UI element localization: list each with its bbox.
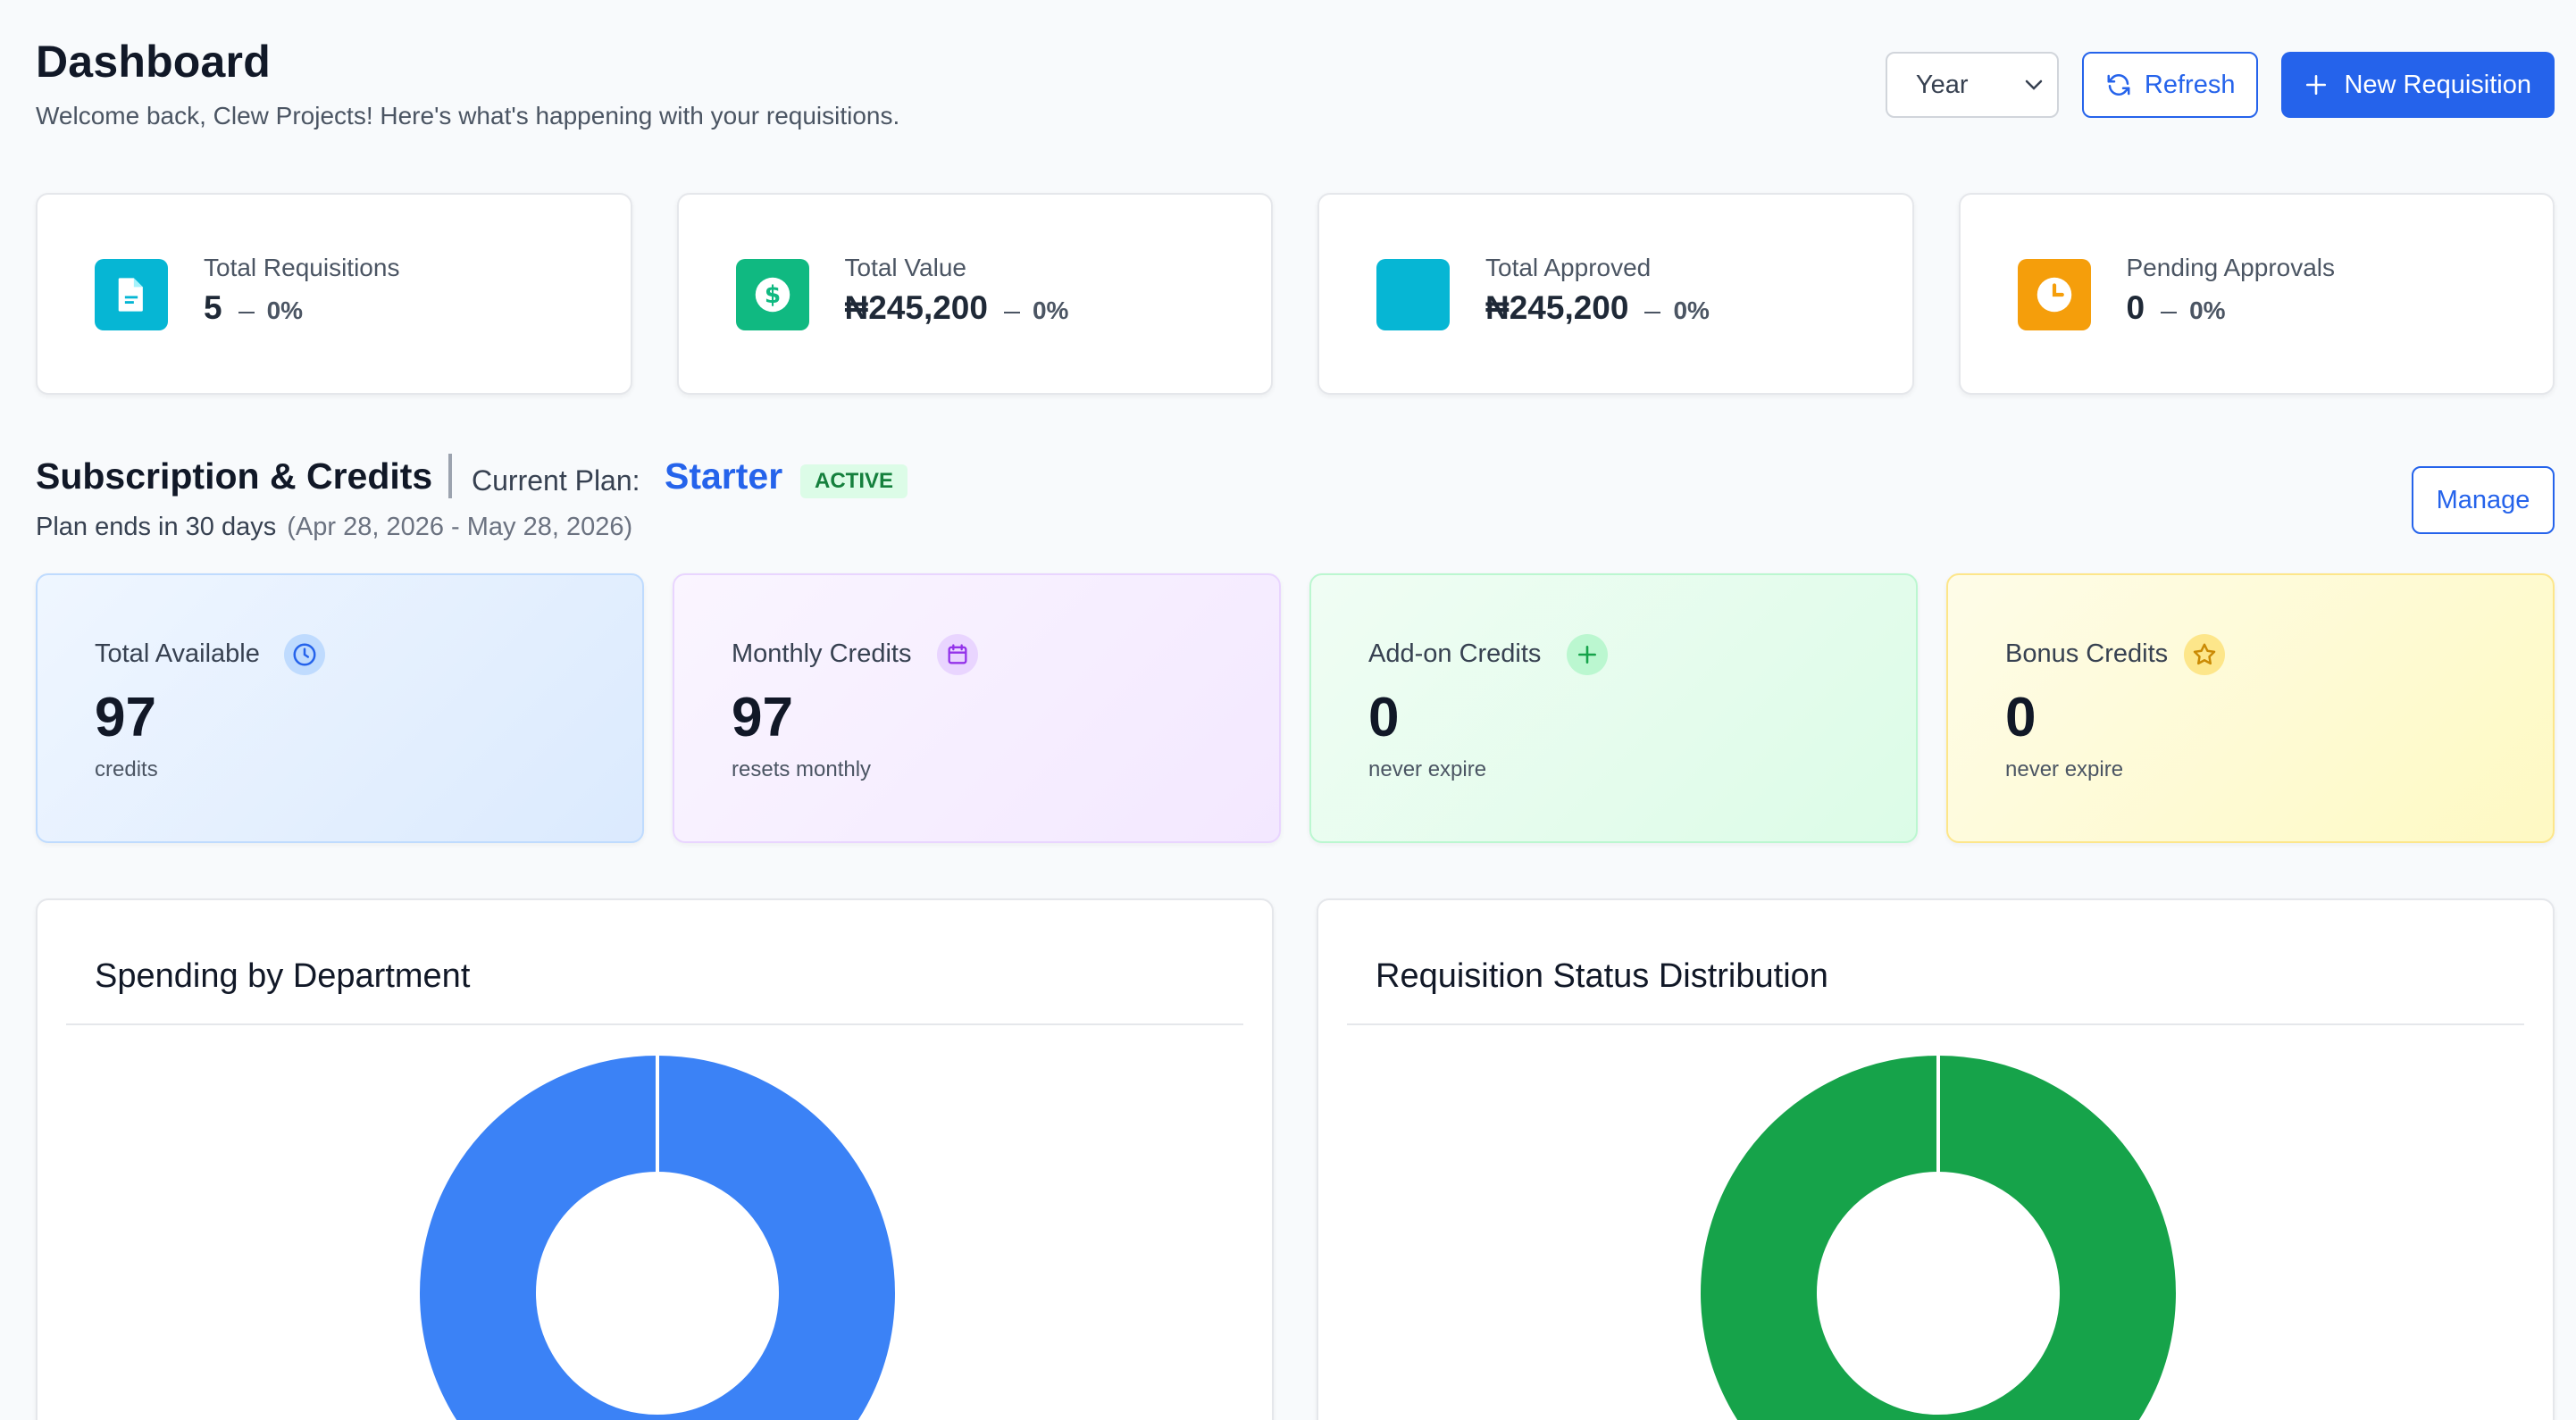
new-requisition-button[interactable]: New Requisition [2281,52,2555,118]
status-badge: ACTIVE [800,464,908,498]
plan-ends: Plan ends in 30 days (Apr 28, 2026 - May … [36,513,632,542]
stat-change: 0% [238,297,303,325]
spending-chart-card: Spending by Department [36,898,1274,1420]
credit-note: never expire [2005,757,2124,781]
stat-value: ₦245,200 [844,289,988,326]
period-select[interactable]: Year [1885,52,2059,118]
divider [1347,1023,2524,1025]
stat-label: Total Requisitions [204,254,400,281]
refresh-label: Refresh [2144,70,2236,99]
document-icon [95,259,168,330]
page-subtitle: Welcome back, Clew Projects! Here's what… [36,102,900,129]
credit-card-bonus: Bonus Credits 0 never expire [1946,573,2555,843]
credit-value: 97 [732,687,793,748]
plus-icon [1567,634,1608,675]
stat-label: Pending Approvals [2126,254,2336,281]
stat-value: 5 [204,289,222,326]
stat-card-pending-approvals: Pending Approvals 0 0% [1958,193,2555,395]
stats-row: Total Requisitions 5 0% $ Total Value ₦2… [36,193,2555,395]
credit-note: resets monthly [732,757,872,781]
donut-chart [1701,1054,2176,1420]
stat-change: 0% [1644,297,1710,325]
plan-label: Current Plan: [472,464,640,497]
credits-row: Total Available 97 credits Monthly Credi… [36,573,2555,843]
header-actions: Year Refresh New Requisition [1885,52,2555,118]
credit-card-monthly: Monthly Credits 97 resets monthly [673,573,1281,843]
chart-title: Spending by Department [95,957,471,995]
svg-text:$: $ [764,282,780,309]
stat-change: 0% [2161,297,2226,325]
credit-note: never expire [1368,757,1487,781]
pie-slice[interactable] [420,1056,895,1420]
approved-icon [1376,259,1450,330]
manage-button[interactable]: Manage [2412,466,2555,534]
stat-label: Total Value [844,254,966,281]
credit-value: 0 [1368,687,1400,748]
page-title: Dashboard [36,37,271,87]
stat-card-total-value: $ Total Value ₦245,200 0% [676,193,1273,395]
refresh-button[interactable]: Refresh [2081,52,2259,118]
clock-icon [284,634,325,675]
status-chart-card: Requisition Status Distribution [1317,898,2555,1420]
stat-card-total-requisitions: Total Requisitions 5 0% [36,193,632,395]
credit-value: 0 [2005,687,2037,748]
plan-name: Starter [665,455,783,497]
plus-icon [2304,73,2328,96]
stat-change: 0% [1003,297,1068,325]
stat-label: Total Approved [1485,254,1652,281]
star-icon [2184,634,2225,675]
credit-label: Add-on Credits [1368,639,1542,668]
calendar-icon [937,634,978,675]
chevron-down-icon [2025,75,2043,96]
credit-card-total-available: Total Available 97 credits [36,573,644,843]
plan-dates: (Apr 28, 2026 - May 28, 2026) [287,513,633,541]
refresh-icon [2105,71,2132,98]
clock-icon [2017,259,2091,330]
credit-value: 97 [95,687,156,748]
plan-ends-text: Plan ends in 30 days [36,513,277,541]
pie-slice[interactable] [1701,1056,2176,1420]
divider [448,454,452,498]
new-requisition-label: New Requisition [2344,70,2531,99]
stat-card-total-approved: Total Approved ₦245,200 0% [1317,193,1914,395]
chart-title: Requisition Status Distribution [1376,957,1828,995]
donut-chart [420,1054,895,1420]
divider [66,1023,1243,1025]
subscription-title: Subscription & Credits [36,455,433,497]
subscription-header: Subscription & Credits Current Plan: Sta… [36,452,2555,550]
stat-value: 0 [2126,289,2145,326]
credit-card-addon: Add-on Credits 0 never expire [1309,573,1918,843]
credit-label: Bonus Credits [2005,639,2169,668]
credit-label: Total Available [95,639,260,668]
credit-note: credits [95,757,158,781]
stat-value: ₦245,200 [1485,289,1629,326]
period-select-value: Year [1915,70,1969,99]
page-header: Dashboard Welcome back, Clew Projects! H… [36,36,2555,143]
dollar-icon: $ [735,259,809,330]
credit-label: Monthly Credits [732,639,912,668]
